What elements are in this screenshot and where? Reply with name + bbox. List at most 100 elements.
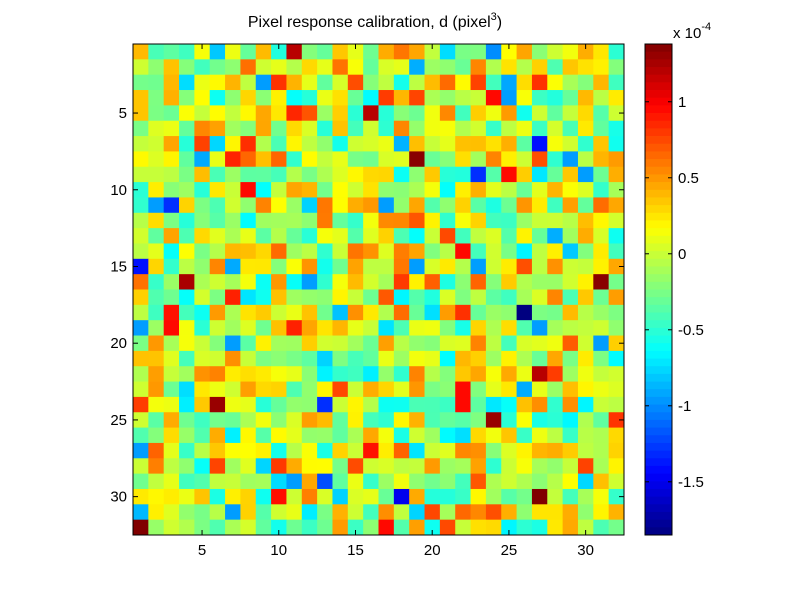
heatmap-cell xyxy=(608,473,625,490)
heatmap-cell xyxy=(593,258,610,275)
heatmap-cell xyxy=(225,44,241,60)
heatmap-cell xyxy=(531,228,548,244)
heatmap-cell xyxy=(332,458,349,475)
heatmap-cell xyxy=(347,519,364,536)
heatmap-cell xyxy=(255,44,272,60)
heatmap-cell xyxy=(424,105,441,122)
heatmap-cell xyxy=(424,442,441,459)
heatmap-cell xyxy=(133,366,149,382)
heatmap-cell xyxy=(240,90,257,106)
heatmap-cell xyxy=(531,381,548,398)
heatmap-cell xyxy=(393,90,410,106)
heatmap-cell xyxy=(133,335,149,352)
heatmap-cell xyxy=(240,488,257,505)
heatmap-cell xyxy=(194,74,211,91)
y-axis-tick-label: 20 xyxy=(110,335,127,352)
heatmap-cell xyxy=(562,412,579,428)
heatmap-cell xyxy=(347,120,364,137)
heatmap-cell xyxy=(424,412,441,428)
heatmap-cell xyxy=(608,59,625,76)
heatmap-cell xyxy=(255,504,272,521)
heatmap-cell xyxy=(516,90,533,106)
heatmap-cell xyxy=(608,504,625,521)
heatmap-cell xyxy=(301,519,318,536)
heatmap-cell xyxy=(209,381,226,398)
heatmap-cell xyxy=(148,228,165,244)
heatmap-cell xyxy=(163,120,180,137)
heatmap-cell xyxy=(501,442,517,459)
heatmap-cell xyxy=(562,166,579,183)
heatmap-cell xyxy=(593,304,610,321)
heatmap-cell xyxy=(593,182,610,198)
heatmap-cell xyxy=(424,504,441,521)
heatmap-cell xyxy=(286,258,303,275)
heatmap-cell xyxy=(225,320,241,336)
heatmap-cell xyxy=(562,320,579,336)
heatmap-cell xyxy=(133,151,149,168)
heatmap-cell xyxy=(424,212,441,229)
heatmap-cell xyxy=(271,304,287,321)
heatmap-cell xyxy=(317,212,333,229)
heatmap-cell xyxy=(531,120,548,137)
heatmap-cell xyxy=(516,274,533,290)
heatmap-cell xyxy=(317,366,333,382)
heatmap-cell xyxy=(271,212,287,229)
heatmap-cell xyxy=(409,90,425,106)
heatmap-cell xyxy=(547,473,564,490)
heatmap-cell xyxy=(455,59,471,76)
heatmap-cell xyxy=(393,412,410,428)
colorbar-segment xyxy=(645,481,672,490)
heatmap-cell xyxy=(393,228,410,244)
heatmap-cell xyxy=(255,197,272,214)
heatmap-cell xyxy=(516,427,533,444)
heatmap-cell xyxy=(562,381,579,398)
heatmap-cell xyxy=(225,274,241,290)
heatmap-cell xyxy=(608,258,625,275)
heatmap-cell xyxy=(501,228,517,244)
heatmap-cell xyxy=(577,151,594,168)
heatmap-cell xyxy=(485,44,502,60)
heatmap-cell xyxy=(531,304,548,321)
heatmap-cell xyxy=(255,473,272,490)
heatmap-cell xyxy=(455,488,471,505)
heatmap-cell xyxy=(148,74,165,91)
heatmap-cell xyxy=(347,151,364,168)
heatmap-cell xyxy=(439,289,456,306)
heatmap-cell xyxy=(179,381,195,398)
heatmap-cell xyxy=(209,412,226,428)
heatmap-cell xyxy=(179,442,195,459)
heatmap-cell xyxy=(163,212,180,229)
heatmap-cell xyxy=(593,228,610,244)
heatmap-cell xyxy=(225,74,241,91)
heatmap-cell xyxy=(240,228,257,244)
heatmap-cell xyxy=(562,59,579,76)
heatmap-cell xyxy=(485,350,502,367)
heatmap-cell xyxy=(163,335,180,352)
heatmap-cell xyxy=(516,289,533,306)
heatmap-cell xyxy=(148,519,165,536)
heatmap-cell xyxy=(363,44,379,60)
heatmap-cell xyxy=(470,258,487,275)
heatmap-cell xyxy=(133,274,149,290)
colorbar-segment xyxy=(645,228,672,237)
heatmap-cell xyxy=(286,151,303,168)
heatmap-cell xyxy=(485,151,502,168)
heatmap-cell xyxy=(240,182,257,198)
heatmap-cell xyxy=(393,182,410,198)
heatmap-cell xyxy=(209,458,226,475)
heatmap-cell xyxy=(255,350,272,367)
heatmap-cell xyxy=(378,381,395,398)
heatmap-cell xyxy=(225,59,241,76)
heatmap-cell xyxy=(286,304,303,321)
heatmap-cell xyxy=(439,44,456,60)
heatmap-cell xyxy=(562,44,579,60)
heatmap-cell xyxy=(363,320,379,336)
heatmap-cell xyxy=(455,473,471,490)
heatmap-cell xyxy=(378,442,395,459)
heatmap-cell xyxy=(148,304,165,321)
heatmap-cell xyxy=(363,381,379,398)
colorbar-segment xyxy=(645,419,672,428)
heatmap-cell xyxy=(547,59,564,76)
heatmap-cell xyxy=(378,243,395,260)
heatmap-cell xyxy=(531,44,548,60)
